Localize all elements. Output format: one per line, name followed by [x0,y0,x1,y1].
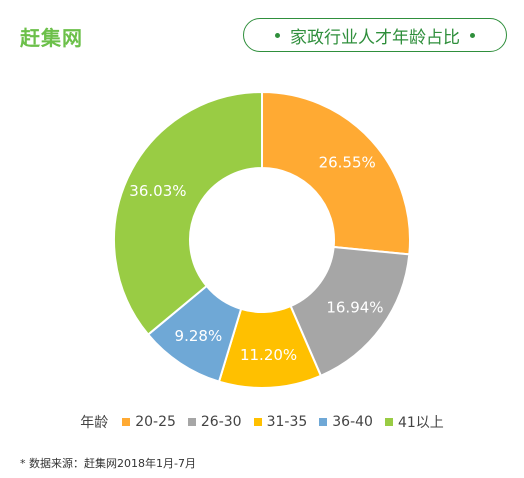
legend-item-31-35: 31-35 [253,414,308,430]
legend-item-20-25: 20-25 [122,414,176,430]
legend-swatch [319,418,328,426]
legend: 年龄 20-25 26-30 31-35 36-40 41以上 [0,411,524,433]
legend-swatch [384,418,393,426]
donut-slice-20-25 [261,90,411,256]
slice-label-36-40: 9.28% [175,327,223,345]
legend-swatch [187,418,196,426]
legend-swatch [122,418,131,426]
legend-item-26-30: 26-30 [187,414,242,430]
donut-slice-26-30 [289,245,411,378]
chart-title: 家政行业人才年龄占比 [290,27,460,48]
legend-label: 41以上 [397,415,444,431]
logo: 赶集网 [20,26,83,50]
legend-label: 26-30 [200,414,242,430]
donut-slice-41以上 [113,90,263,336]
legend-item-36-40: 36-40 [319,414,373,430]
legend-item-41以上: 41以上 [384,412,444,432]
title-dot-right [470,32,475,38]
legend-label: 36-40 [332,414,373,430]
slice-label-41以上: 36.03% [129,182,186,200]
title-dot-left [275,32,280,38]
data-source-note: * 数据来源：赶集网2018年1月-7月 [20,457,196,470]
slice-label-31-35: 11.20% [240,346,297,364]
chart-title-badge: 家政行业人才年龄占比 [243,18,507,52]
slice-label-20-25: 26.55% [319,154,376,172]
legend-label: 31-35 [266,414,308,430]
legend-swatch [253,418,262,426]
legend-label: 20-25 [135,414,176,430]
slice-label-26-30: 16.94% [326,299,383,317]
legend-title: 年龄 [80,415,109,431]
